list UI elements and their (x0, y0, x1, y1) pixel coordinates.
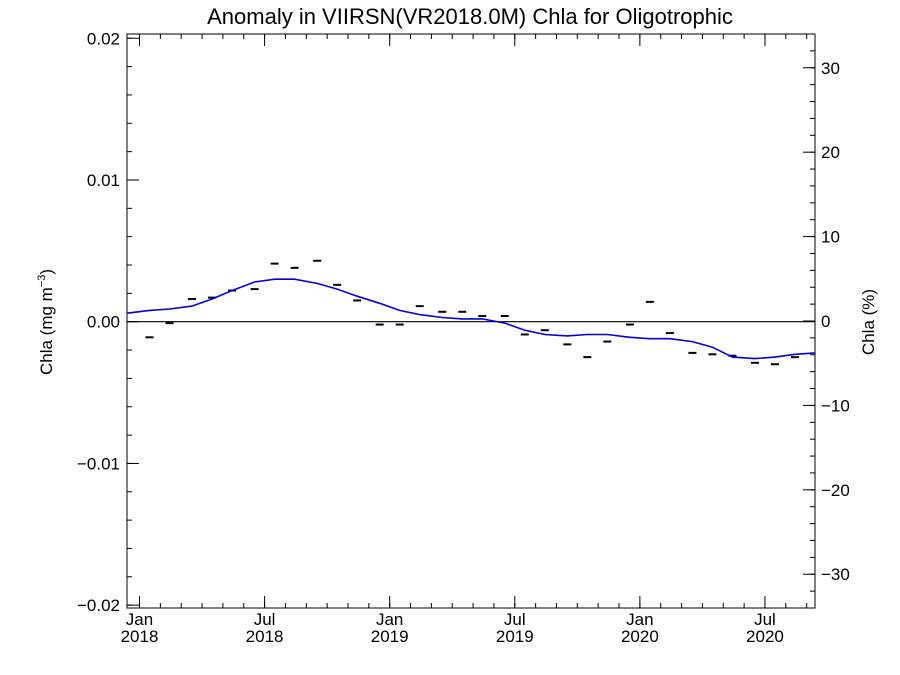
y-tick-label: −0.01 (77, 454, 120, 473)
y-axis-label-text: Chla (mg m (37, 287, 56, 375)
x-tick-label-year: 2019 (371, 627, 409, 646)
y-axis-label: Chla (mg m−3) (36, 269, 56, 375)
x-tick-label-year: 2018 (121, 627, 159, 646)
y2-axis-label: Chla (%) (859, 289, 878, 355)
y2-tick-label: 10 (821, 228, 840, 247)
y-tick-label: 0.02 (87, 29, 120, 48)
y-tick-label: −0.02 (77, 596, 120, 615)
plot-border (126, 33, 816, 609)
chart-title: Anomaly in VIIRSN(VR2018.0M) Chla for Ol… (207, 4, 733, 29)
y2-tick-label: 0 (821, 312, 830, 331)
plot-frame (126, 33, 816, 609)
x-tick-label-month: Jan (626, 610, 653, 629)
x-tick-label-month: Jan (376, 610, 403, 629)
y2-tick-label: −30 (821, 565, 850, 584)
y-axis-right: −30 −20 −10 0 10 20 30 (803, 33, 850, 609)
y-axis-left: −0.02 −0.01 0.00 0.01 0.02 (77, 29, 139, 615)
y2-tick-label: −10 (821, 396, 850, 415)
x-tick-label-month: Jan (126, 610, 153, 629)
y2-tick-label: 30 (821, 59, 840, 78)
y2-tick-label: 20 (821, 143, 840, 162)
y-tick-label: 0.01 (87, 171, 120, 190)
x-tick-label-year: 2020 (746, 627, 784, 646)
x-tick-label-month: Jul (754, 610, 776, 629)
y2-tick-label: −20 (821, 481, 850, 500)
series-layer (126, 259, 816, 366)
x-tick-label-year: 2019 (496, 627, 534, 646)
x-tick-label-month: Jul (254, 610, 276, 629)
x-axis: Jan2018Jul2018Jan2019Jul2019Jan2020Jul20… (121, 34, 808, 646)
x-tick-label-month: Jul (504, 610, 526, 629)
y-axis-label-close: ) (37, 269, 56, 275)
anomaly-smoothed-line (126, 278, 816, 360)
y-tick-label: 0.00 (87, 313, 120, 332)
x-tick-label-year: 2018 (246, 627, 284, 646)
y-axis-label-superscript: −3 (36, 275, 48, 288)
x-tick-label-year: 2020 (621, 627, 659, 646)
